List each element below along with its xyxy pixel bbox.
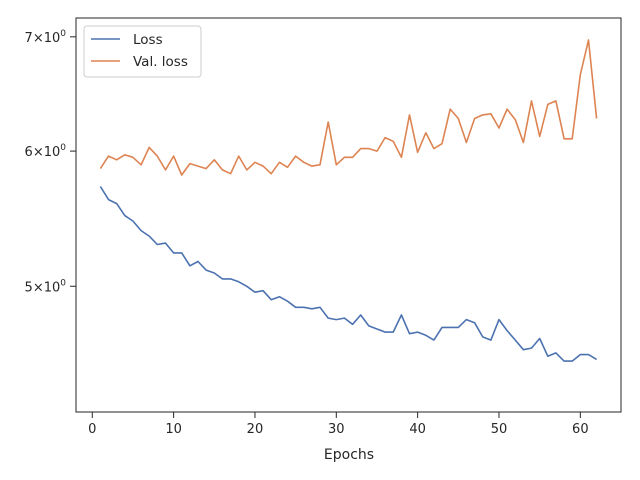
y-tick-label-1: 6×100 [25, 143, 67, 160]
series-line-val-loss [99, 39, 598, 176]
y-tick-label-2: 7×100 [25, 29, 67, 46]
x-tick-label-6: 60 [572, 422, 589, 437]
x-tick-label-1: 10 [165, 422, 182, 437]
legend: Loss Val. loss [83, 25, 202, 78]
axes-frame [75, 17, 622, 413]
x-tick-label-3: 30 [328, 422, 345, 437]
series-line-loss [99, 186, 598, 362]
ticks-layer: 0 10 20 30 40 50 60 5×100 6×100 7×100 [25, 29, 589, 437]
legend-label-loss: Loss [133, 32, 163, 48]
lines-layer [99, 39, 598, 362]
x-tick-label-2: 20 [247, 422, 264, 437]
y-tick-label-0: 5×100 [25, 278, 67, 295]
x-tick-label-5: 50 [491, 422, 508, 437]
x-axis-title: Epochs [324, 447, 374, 463]
legend-label-val-loss: Val. loss [133, 54, 188, 70]
x-tick-label-4: 40 [409, 422, 426, 437]
x-tick-label-0: 0 [88, 422, 96, 437]
